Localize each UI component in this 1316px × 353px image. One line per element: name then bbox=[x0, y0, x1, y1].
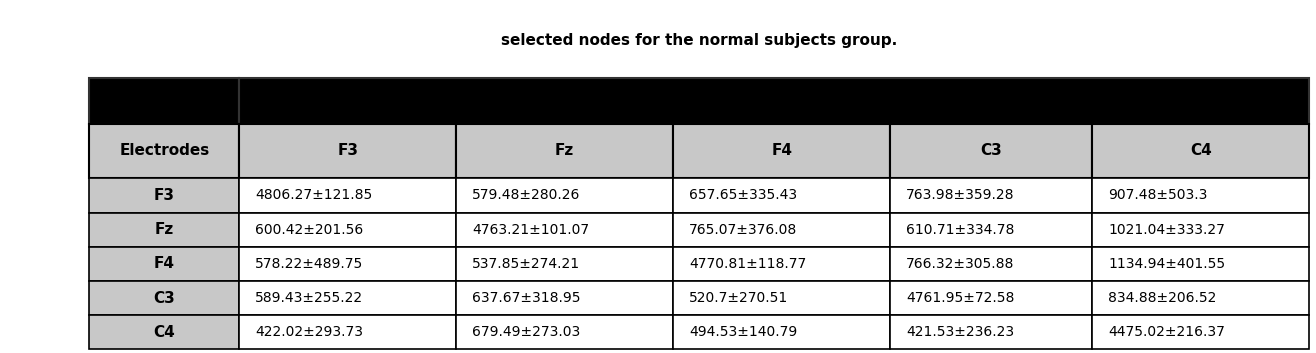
Bar bbox=[891, 315, 1092, 349]
Text: 765.07±376.08: 765.07±376.08 bbox=[690, 223, 797, 237]
Text: 589.43±255.22: 589.43±255.22 bbox=[255, 291, 363, 305]
Bar bbox=[674, 247, 891, 281]
Text: 834.88±206.52: 834.88±206.52 bbox=[1108, 291, 1216, 305]
Text: C3: C3 bbox=[154, 291, 175, 306]
Bar bbox=[457, 213, 674, 247]
Bar bbox=[1092, 247, 1309, 281]
Text: 610.71±334.78: 610.71±334.78 bbox=[907, 223, 1015, 237]
Bar bbox=[240, 281, 457, 315]
Text: 4475.02±216.37: 4475.02±216.37 bbox=[1108, 325, 1225, 339]
Bar bbox=[457, 178, 674, 213]
Bar bbox=[457, 315, 674, 349]
Text: 1021.04±333.27: 1021.04±333.27 bbox=[1108, 223, 1225, 237]
Bar bbox=[240, 315, 457, 349]
Bar bbox=[457, 124, 674, 178]
Bar bbox=[891, 247, 1092, 281]
Text: C3: C3 bbox=[980, 143, 1003, 158]
Text: 520.7±270.51: 520.7±270.51 bbox=[690, 291, 788, 305]
Text: 537.85±274.21: 537.85±274.21 bbox=[472, 257, 580, 271]
Bar bbox=[891, 281, 1092, 315]
Bar bbox=[1092, 315, 1309, 349]
Bar bbox=[891, 178, 1092, 213]
Bar bbox=[674, 281, 891, 315]
Bar bbox=[1092, 281, 1309, 315]
Bar bbox=[89, 281, 240, 315]
Text: selected nodes for the normal subjects group.: selected nodes for the normal subjects g… bbox=[501, 33, 898, 48]
Bar bbox=[891, 213, 1092, 247]
Bar bbox=[240, 178, 457, 213]
Text: 4806.27±121.85: 4806.27±121.85 bbox=[255, 189, 372, 202]
Bar bbox=[240, 247, 457, 281]
Text: 637.67±318.95: 637.67±318.95 bbox=[472, 291, 580, 305]
Bar bbox=[891, 124, 1092, 178]
Bar bbox=[674, 213, 891, 247]
Text: F3: F3 bbox=[154, 188, 175, 203]
Text: F4: F4 bbox=[771, 143, 792, 158]
Bar bbox=[674, 124, 891, 178]
Text: 4763.21±101.07: 4763.21±101.07 bbox=[472, 223, 590, 237]
Bar bbox=[457, 281, 674, 315]
Bar bbox=[89, 124, 240, 178]
Text: 4761.95±72.58: 4761.95±72.58 bbox=[907, 291, 1015, 305]
Bar bbox=[89, 213, 240, 247]
Bar bbox=[89, 315, 240, 349]
Bar bbox=[240, 213, 457, 247]
Bar bbox=[240, 78, 1309, 124]
Bar bbox=[89, 247, 240, 281]
Bar bbox=[240, 124, 457, 178]
Text: 578.22±489.75: 578.22±489.75 bbox=[255, 257, 363, 271]
Text: F4: F4 bbox=[154, 256, 175, 271]
Text: 494.53±140.79: 494.53±140.79 bbox=[690, 325, 797, 339]
Text: 422.02±293.73: 422.02±293.73 bbox=[255, 325, 363, 339]
Text: 421.53±236.23: 421.53±236.23 bbox=[907, 325, 1015, 339]
Text: C4: C4 bbox=[154, 325, 175, 340]
Text: 4770.81±118.77: 4770.81±118.77 bbox=[690, 257, 807, 271]
Bar bbox=[89, 178, 240, 213]
Bar bbox=[674, 315, 891, 349]
Text: 907.48±503.3: 907.48±503.3 bbox=[1108, 189, 1208, 202]
Text: 579.48±280.26: 579.48±280.26 bbox=[472, 189, 580, 202]
Text: Fz: Fz bbox=[155, 222, 174, 237]
Text: C4: C4 bbox=[1190, 143, 1212, 158]
Bar bbox=[1092, 124, 1309, 178]
Text: 763.98±359.28: 763.98±359.28 bbox=[907, 189, 1015, 202]
Text: 600.42±201.56: 600.42±201.56 bbox=[255, 223, 363, 237]
Bar bbox=[457, 247, 674, 281]
Text: 657.65±335.43: 657.65±335.43 bbox=[690, 189, 797, 202]
Text: 679.49±273.03: 679.49±273.03 bbox=[472, 325, 580, 339]
Bar bbox=[89, 78, 240, 124]
Bar bbox=[1092, 213, 1309, 247]
Bar bbox=[1092, 178, 1309, 213]
Text: Electrodes: Electrodes bbox=[120, 143, 209, 158]
Bar bbox=[674, 178, 891, 213]
Text: Fz: Fz bbox=[555, 143, 574, 158]
Text: F3: F3 bbox=[337, 143, 358, 158]
Text: 766.32±305.88: 766.32±305.88 bbox=[907, 257, 1015, 271]
Text: 1134.94±401.55: 1134.94±401.55 bbox=[1108, 257, 1225, 271]
